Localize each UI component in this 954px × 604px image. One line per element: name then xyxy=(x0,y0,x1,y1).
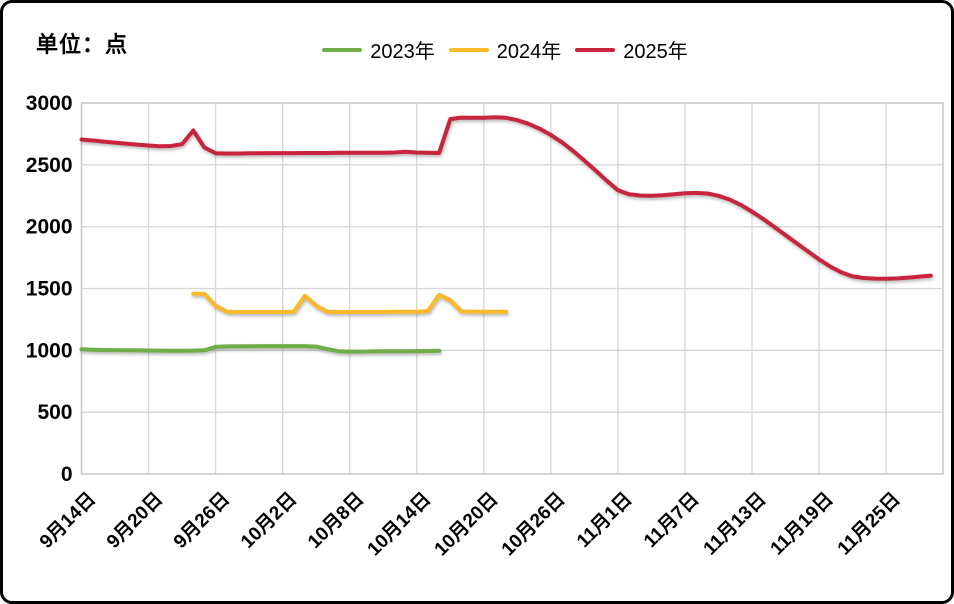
x-axis-label: 10月20日 xyxy=(431,489,503,561)
legend-swatch xyxy=(575,47,616,52)
x-axis-label: 11月25日 xyxy=(834,489,905,560)
x-axis-label: 11月1日 xyxy=(573,489,636,552)
legend-item-2024: 2024年 xyxy=(448,35,562,64)
y-axis-label: 1000 xyxy=(26,339,73,362)
series-line-2025 xyxy=(79,115,933,281)
legend-item-2025: 2025年 xyxy=(575,35,688,64)
y-axis-label: 0 xyxy=(61,463,73,486)
y-axis-label: 2500 xyxy=(26,154,73,177)
y-axis-label: 1500 xyxy=(26,278,73,301)
legend: 2023年 2024年 2025年 xyxy=(31,35,951,64)
y-axis-label: 500 xyxy=(37,401,72,424)
legend-swatch xyxy=(322,47,363,52)
legend-label: 2024年 xyxy=(496,41,562,63)
x-axis-label: 9月26日 xyxy=(170,489,234,553)
x-axis-label: 9月20日 xyxy=(103,489,167,553)
legend-swatch xyxy=(448,47,489,52)
y-axis-label: 2000 xyxy=(26,216,73,239)
x-axis-label: 10月2日 xyxy=(237,489,301,553)
series-line-2023 xyxy=(79,344,442,354)
legend-item-2023: 2023年 xyxy=(322,35,435,64)
x-axis-label: 11月7日 xyxy=(640,489,703,552)
x-axis-label: 10月14日 xyxy=(364,489,436,561)
legend-label: 2025年 xyxy=(623,41,688,63)
plot-border xyxy=(80,102,944,475)
x-axis-label: 10月26日 xyxy=(498,489,570,561)
x-axis-label: 11月13日 xyxy=(700,489,771,560)
unit-label: 单位：点 xyxy=(36,32,129,57)
legend-label: 2023年 xyxy=(370,41,435,63)
x-axis-label: 11月19日 xyxy=(767,489,838,560)
series-line-2024 xyxy=(191,291,509,314)
x-axis-label: 10月8日 xyxy=(304,489,368,553)
y-axis-label: 3000 xyxy=(26,92,73,115)
x-axis-label: 9月14日 xyxy=(36,489,100,553)
